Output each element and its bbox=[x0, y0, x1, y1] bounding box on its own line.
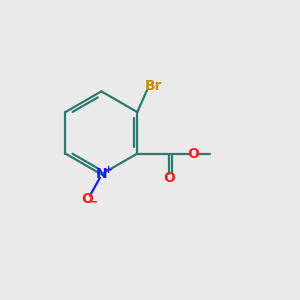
Text: O: O bbox=[163, 171, 175, 185]
Text: +: + bbox=[103, 165, 113, 175]
Text: Br: Br bbox=[144, 79, 162, 93]
Text: −: − bbox=[88, 196, 99, 208]
Text: O: O bbox=[187, 147, 199, 160]
Text: O: O bbox=[81, 192, 93, 206]
Text: N: N bbox=[95, 167, 107, 181]
